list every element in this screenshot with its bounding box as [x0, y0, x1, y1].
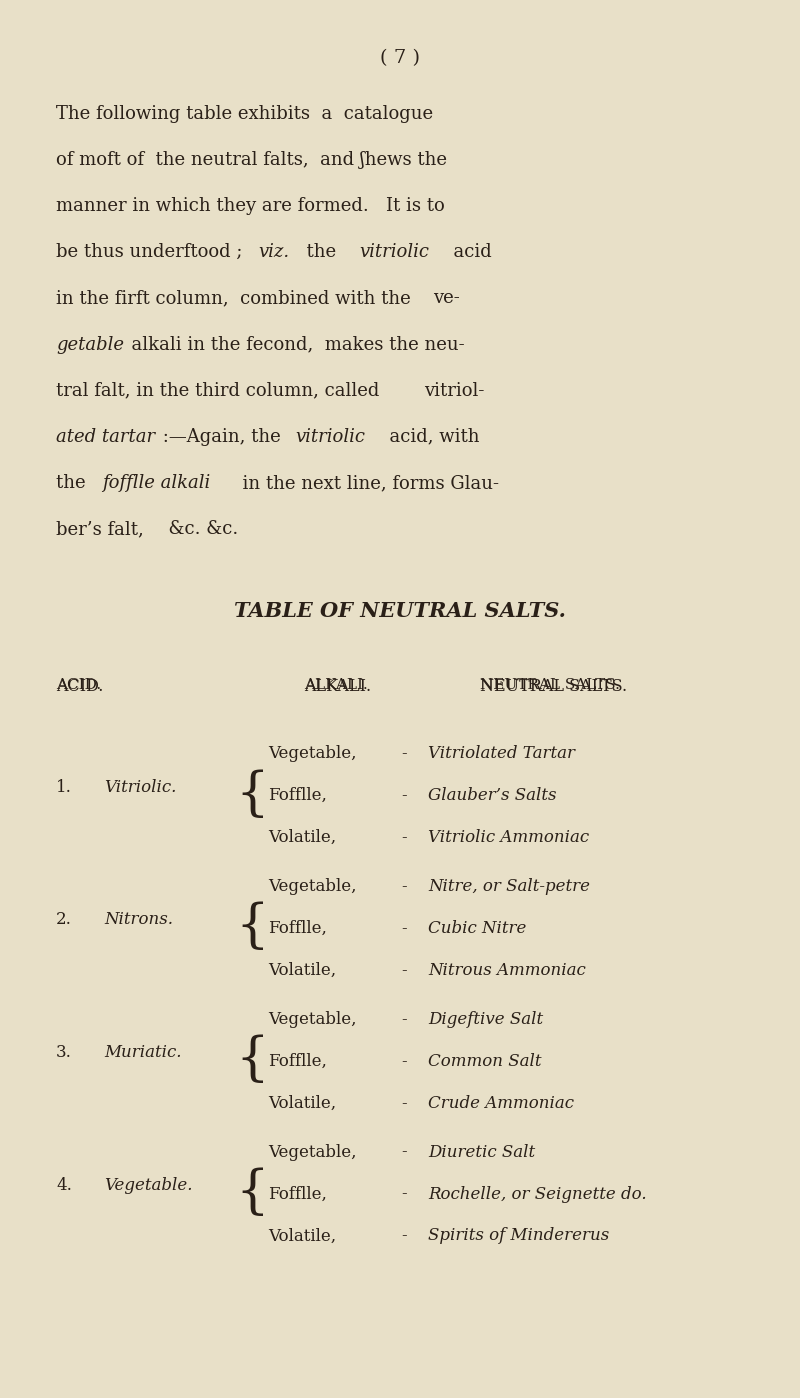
Text: the: the	[295, 243, 348, 261]
Text: of moft of  the neutral falts,  and ʃhews the: of moft of the neutral falts, and ʃhews …	[56, 151, 447, 169]
Text: Muriatic.: Muriatic.	[104, 1044, 182, 1061]
Text: 3.: 3.	[56, 1044, 72, 1061]
Text: ALKALI.: ALKALI.	[304, 678, 368, 692]
Text: manner in which they are formed.   It is to: manner in which they are formed. It is t…	[56, 197, 445, 215]
Text: -: -	[401, 1095, 407, 1111]
Text: vitriolic: vitriolic	[295, 428, 365, 446]
Text: Crude Ammoniac: Crude Ammoniac	[428, 1095, 574, 1111]
Text: TABLE OF NEUTRAL SALTS.: TABLE OF NEUTRAL SALTS.	[234, 601, 566, 621]
Text: Volatile,: Volatile,	[268, 1095, 336, 1111]
Text: Glauber’s Salts: Glauber’s Salts	[428, 787, 557, 804]
Text: the: the	[56, 474, 97, 492]
Text: Diuretic Salt: Diuretic Salt	[428, 1144, 535, 1160]
Text: 1.: 1.	[56, 779, 72, 795]
Text: -: -	[401, 1011, 407, 1028]
Text: Vegetable,: Vegetable,	[268, 1011, 357, 1028]
Text: ACID.: ACID.	[56, 678, 101, 692]
Text: ALKALI.: ALKALI.	[304, 678, 371, 695]
Text: -: -	[401, 962, 407, 979]
Text: in the next line, forms Glau-: in the next line, forms Glau-	[230, 474, 499, 492]
Text: Vitriolic.: Vitriolic.	[104, 779, 176, 795]
Text: Fofflle,: Fofflle,	[268, 1053, 327, 1069]
Text: Fofflle,: Fofflle,	[268, 920, 327, 937]
Text: -: -	[401, 878, 407, 895]
Text: Nitrons.: Nitrons.	[104, 911, 173, 928]
Text: {: {	[235, 769, 269, 819]
Text: Vitriolated Tartar: Vitriolated Tartar	[428, 745, 575, 762]
Text: be thus underftood ;: be thus underftood ;	[56, 243, 254, 261]
Text: NEUTRAL SALTS.: NEUTRAL SALTS.	[480, 678, 627, 695]
Text: Spirits of Mindererus: Spirits of Mindererus	[428, 1227, 610, 1244]
Text: Volatile,: Volatile,	[268, 829, 336, 846]
Text: -: -	[401, 1053, 407, 1069]
Text: Vegetable,: Vegetable,	[268, 1144, 357, 1160]
Text: Vegetable.: Vegetable.	[104, 1177, 193, 1194]
Text: -: -	[401, 829, 407, 846]
Text: {: {	[235, 1167, 269, 1218]
Text: ve-: ve-	[434, 289, 460, 308]
Text: 4.: 4.	[56, 1177, 72, 1194]
Text: ( 7 ): ( 7 )	[380, 49, 420, 67]
Text: {: {	[235, 1035, 269, 1085]
Text: -: -	[401, 1227, 407, 1244]
Text: ber’s falt,: ber’s falt,	[56, 520, 144, 538]
Text: Rochelle, or Seignette do.: Rochelle, or Seignette do.	[428, 1186, 646, 1202]
Text: in the firft column,  combined with the: in the firft column, combined with the	[56, 289, 422, 308]
Text: ACID.: ACID.	[56, 678, 103, 695]
Text: fofflle alkali: fofflle alkali	[102, 474, 210, 492]
Text: Fofflle,: Fofflle,	[268, 787, 327, 804]
Text: NEUTRAL SALTS.: NEUTRAL SALTS.	[480, 678, 620, 692]
Text: -: -	[401, 1186, 407, 1202]
Text: ated tartar: ated tartar	[56, 428, 155, 446]
Text: :—Again, the: :—Again, the	[158, 428, 293, 446]
Text: -: -	[401, 920, 407, 937]
Text: Volatile,: Volatile,	[268, 1227, 336, 1244]
Text: vitriolic: vitriolic	[360, 243, 430, 261]
Text: getable: getable	[56, 336, 124, 354]
Text: Vegetable,: Vegetable,	[268, 745, 357, 762]
Text: &c. &c.: &c. &c.	[158, 520, 238, 538]
Text: Vegetable,: Vegetable,	[268, 878, 357, 895]
Text: The following table exhibits  a  catalogue: The following table exhibits a catalogue	[56, 105, 433, 123]
Text: Common Salt: Common Salt	[428, 1053, 542, 1069]
Text: 2.: 2.	[56, 911, 72, 928]
Text: alkali in the fecond,  makes the neu-: alkali in the fecond, makes the neu-	[121, 336, 465, 354]
Text: Cubic Nitre: Cubic Nitre	[428, 920, 526, 937]
Text: Nitrous Ammoniac: Nitrous Ammoniac	[428, 962, 586, 979]
Text: acid, with: acid, with	[378, 428, 479, 446]
Text: viz.: viz.	[258, 243, 290, 261]
Text: Nitre, or Salt-petre: Nitre, or Salt-petre	[428, 878, 590, 895]
Text: -: -	[401, 787, 407, 804]
Text: Vitriolic Ammoniac: Vitriolic Ammoniac	[428, 829, 589, 846]
Text: vitriol-: vitriol-	[424, 382, 484, 400]
Text: Fofflle,: Fofflle,	[268, 1186, 327, 1202]
Text: {: {	[235, 902, 269, 952]
Text: Volatile,: Volatile,	[268, 962, 336, 979]
Text: -: -	[401, 745, 407, 762]
Text: tral falt, in the third column, called: tral falt, in the third column, called	[56, 382, 391, 400]
Text: Digeftive Salt: Digeftive Salt	[428, 1011, 543, 1028]
Text: acid: acid	[442, 243, 492, 261]
Text: -: -	[401, 1144, 407, 1160]
